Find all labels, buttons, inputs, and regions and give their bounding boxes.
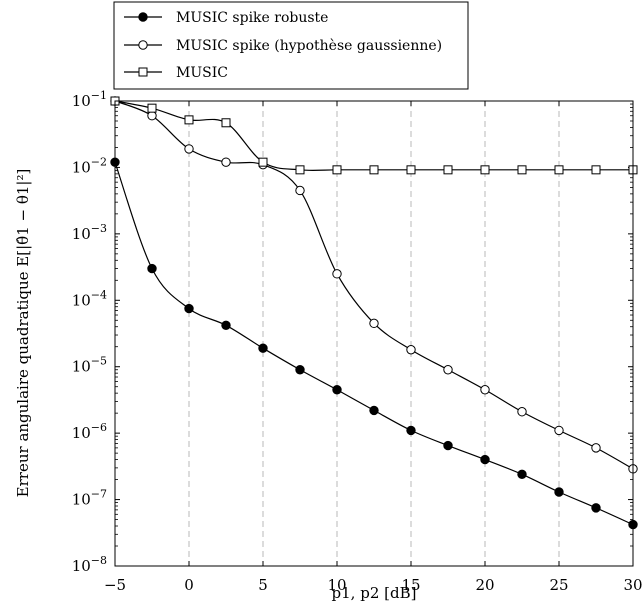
data-point <box>369 318 379 329</box>
data-point <box>443 165 453 175</box>
data-point <box>517 165 527 175</box>
legend-entry-music: MUSIC <box>124 65 228 81</box>
data-point <box>443 365 453 375</box>
data-point <box>258 157 268 167</box>
x-tick-label: 20 <box>475 576 494 594</box>
data-point <box>406 165 416 175</box>
data-point <box>184 144 194 154</box>
data-point <box>591 503 601 513</box>
data-point <box>221 157 231 167</box>
data-point <box>221 118 231 128</box>
data-point <box>147 111 157 121</box>
legend-label: MUSIC spike (hypothèse gaussienne) <box>176 38 442 54</box>
data-point <box>554 165 564 175</box>
grid <box>188 101 560 566</box>
legend-label: MUSIC <box>176 65 228 81</box>
legend-marker-filled-circle <box>138 12 148 22</box>
y-tick-label: 10−1 <box>72 89 107 110</box>
legend-label: MUSIC spike robuste <box>176 10 328 26</box>
series-3 <box>110 96 638 175</box>
data-point <box>480 165 490 175</box>
data-point <box>184 115 194 125</box>
x-axis-label: p1, p2 [dB] <box>332 584 417 602</box>
legend-marker-open-circle <box>138 40 148 50</box>
data-point <box>369 405 379 416</box>
legend-entry-robuste: MUSIC spike robuste <box>124 10 328 26</box>
y-tick-label: 10−4 <box>72 288 107 309</box>
data-point <box>258 343 268 353</box>
y-tick-label: 10−8 <box>72 554 107 575</box>
legend: MUSIC spike robuste MUSIC spike (hypothè… <box>113 1 469 90</box>
x-tick-label: 25 <box>549 576 568 594</box>
y-tick-label: 10−3 <box>72 222 107 243</box>
tick-labels: −5 0 5 10 15 20 25 30 10−8 10−7 10−6 10−5 10−4 10−3 10… <box>72 89 643 594</box>
x-tick-label: 10 <box>327 576 346 594</box>
legend-entry-gaussienne: MUSIC spike (hypothèse gaussienne) <box>124 38 442 54</box>
x-tick-label: 15 <box>401 576 420 594</box>
x-tick-label: 30 <box>623 576 642 594</box>
y-tick-label: 10−6 <box>72 421 107 442</box>
data-point <box>147 263 157 274</box>
y-tick-label: 10−2 <box>72 155 107 176</box>
x-tick-label: 5 <box>258 576 268 594</box>
data-point <box>480 454 490 465</box>
legend-box <box>113 1 469 90</box>
data-point <box>332 385 342 395</box>
data-point <box>591 165 601 175</box>
data-point <box>369 165 379 175</box>
data-point <box>554 487 564 497</box>
data-point <box>591 443 601 453</box>
data-point <box>184 303 194 314</box>
plot-frame <box>114 100 634 567</box>
data-point <box>480 385 490 395</box>
data-point <box>406 345 416 355</box>
series-1 <box>110 157 638 530</box>
y-tick-label: 10−5 <box>72 355 107 376</box>
series-layer <box>110 96 638 530</box>
data-point <box>295 185 305 196</box>
data-point <box>406 425 416 436</box>
data-point <box>554 425 564 436</box>
data-point <box>147 103 157 113</box>
data-point <box>221 320 231 331</box>
y-tick-label: 10−7 <box>72 488 107 509</box>
data-point <box>332 165 342 175</box>
series-line <box>114 161 634 526</box>
x-tick-label: 0 <box>184 576 194 594</box>
data-point <box>295 165 305 175</box>
data-point <box>295 365 305 375</box>
data-point <box>443 440 453 451</box>
data-point <box>517 469 527 480</box>
data-point <box>517 407 527 417</box>
series-2 <box>110 96 638 474</box>
series-line <box>114 100 633 171</box>
data-point <box>332 269 342 279</box>
legend-marker-open-square <box>138 67 148 77</box>
x-tick-label: −5 <box>104 576 126 594</box>
y-axis-label: Erreur angulaire quadratique E[|θ̂1 − θ1… <box>14 169 32 498</box>
